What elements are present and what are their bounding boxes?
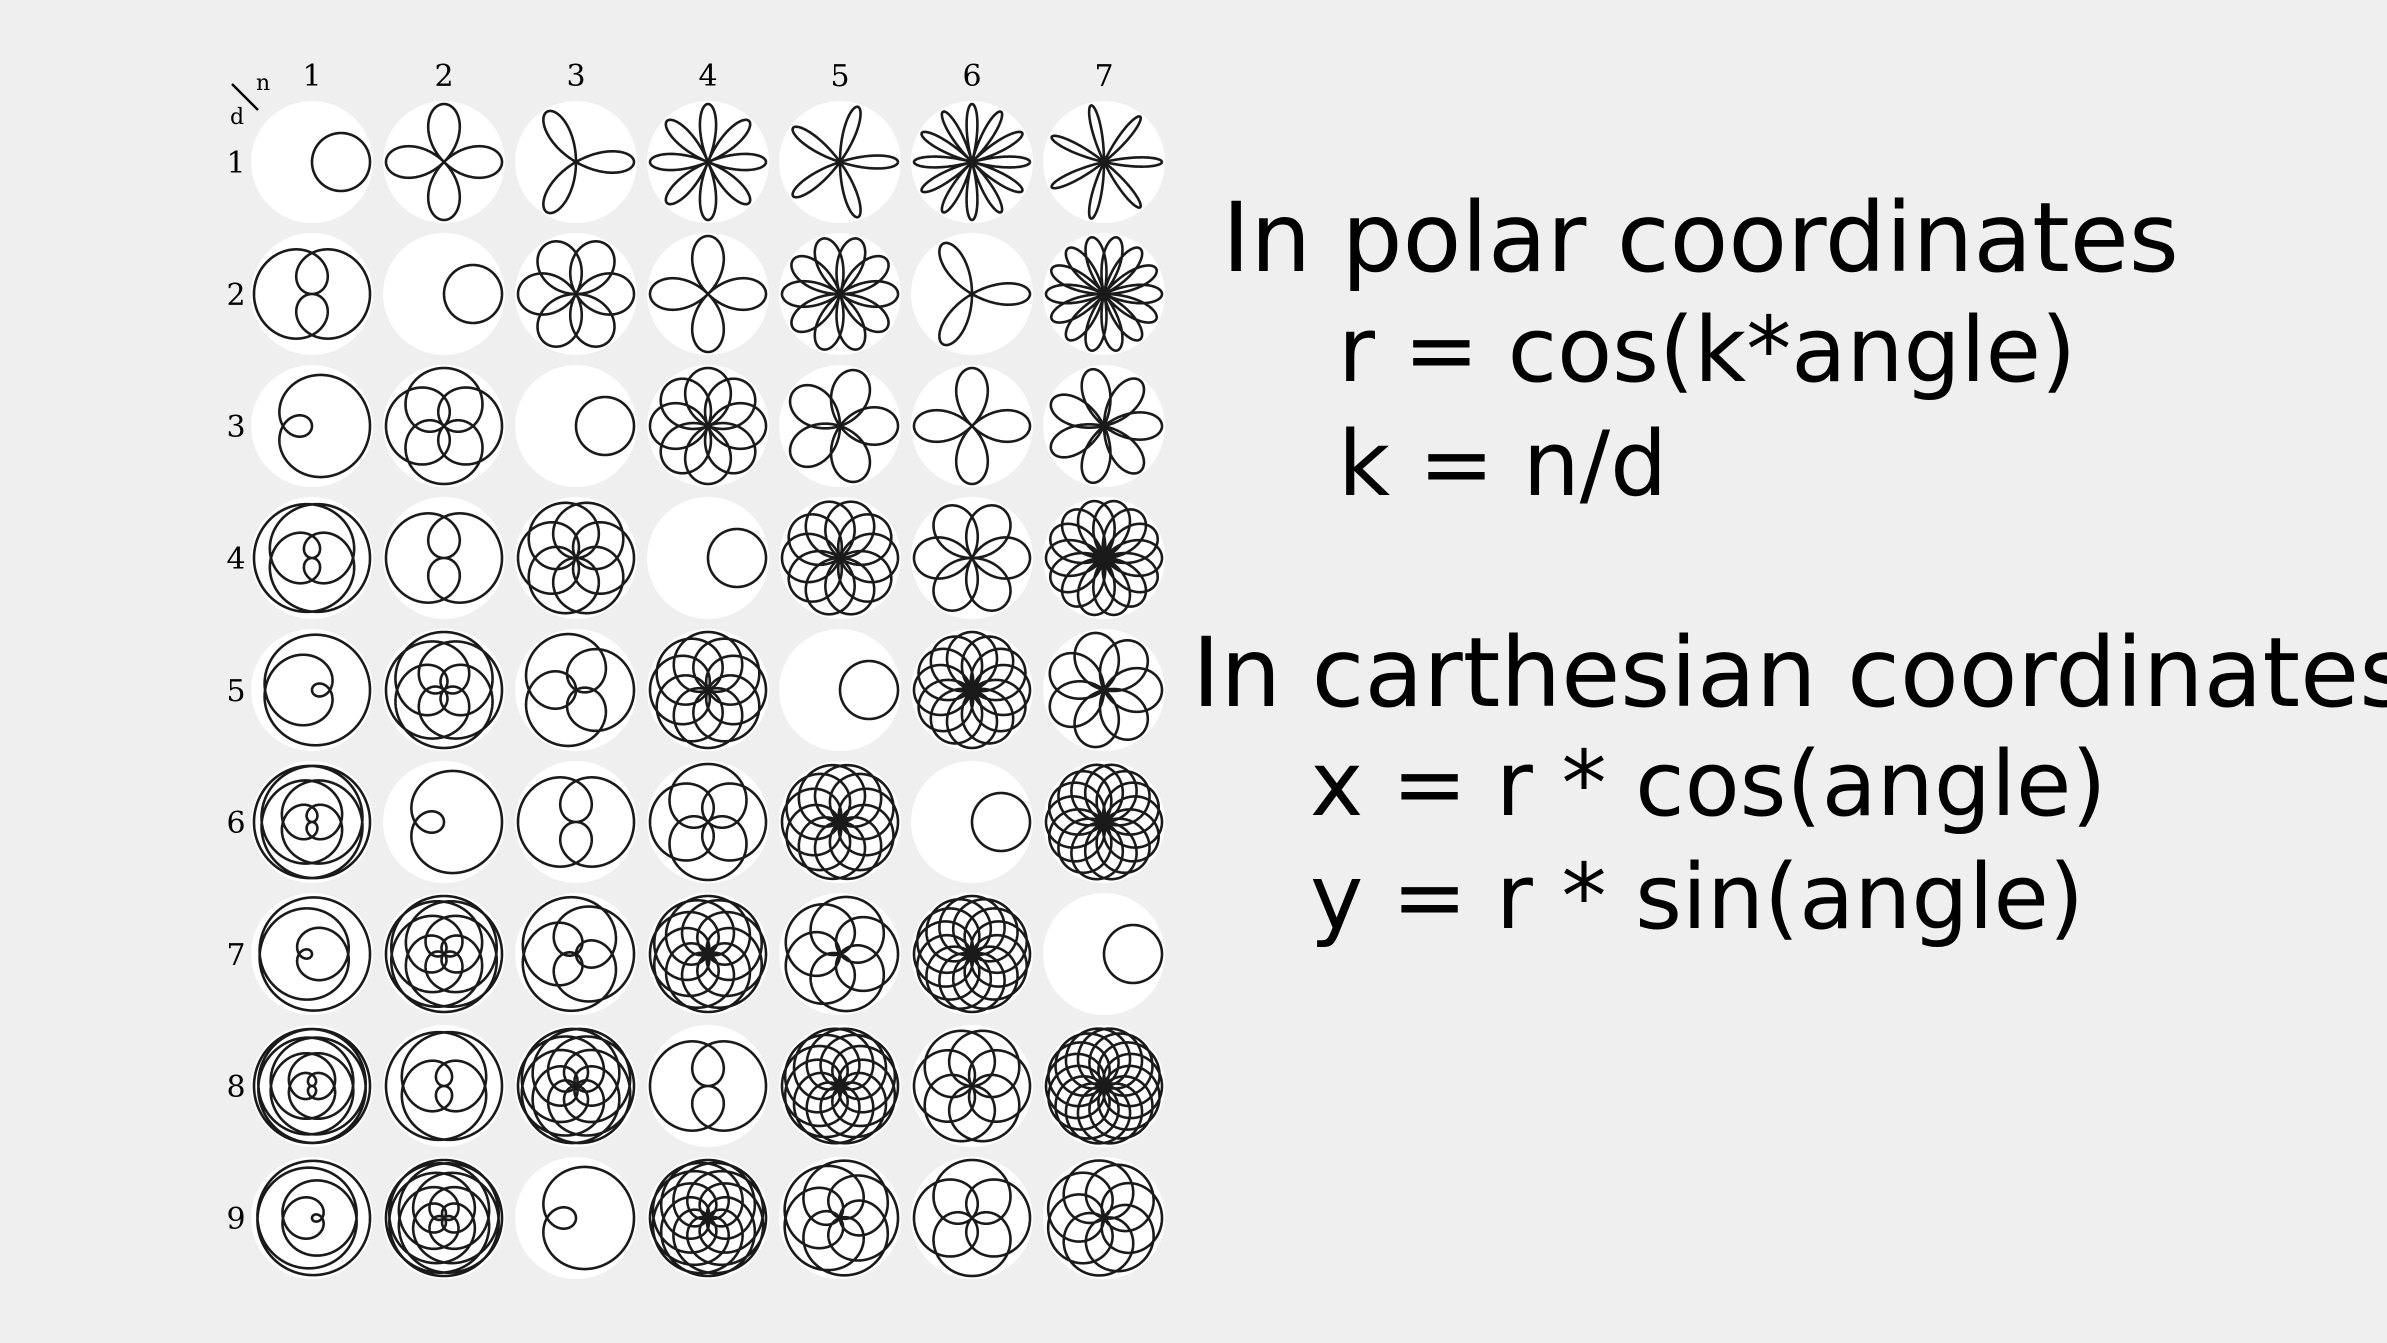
rose-curve [1044,499,1164,617]
polar-heading: In polar coordinates [1222,182,2179,294]
rose-curve [384,366,504,486]
rose-curve [263,633,372,747]
rose-curve [252,1027,372,1145]
n-label: 5 [830,59,849,94]
rose-curve [912,102,1032,222]
rose-curve [912,504,1032,612]
d-label: 3 [226,410,245,445]
rose-curve [252,764,372,880]
rose-curve [784,895,900,1013]
grid-labels: n d 1 2 3 4 5 6 7 1 2 3 4 5 6 7 8 9 [226,59,1113,1237]
rose-curve [574,395,636,457]
rose-curve [384,512,504,604]
rose-curve [1044,1027,1164,1145]
rose-curve [783,1159,900,1277]
rose-curve-grid: n d 1 2 3 4 5 6 7 1 2 3 4 5 6 7 8 9 [226,59,1165,1279]
n-label: 7 [1094,59,1113,94]
rose-curve [648,630,768,750]
polar-equation-k: k = n/d [1338,412,1668,517]
rose-curve [912,894,1032,1014]
rose-curve [938,241,1032,347]
rose-curve [780,500,900,616]
cartesian-heading: In carthesian coordinates [1192,617,2387,729]
rose-curve [780,1027,900,1145]
rose-curve [780,763,900,881]
rose-curve [1044,763,1164,881]
n-label: 3 [566,59,585,94]
rose-curve [780,237,900,351]
rose-curve [912,630,1032,750]
n-label: 1 [302,59,321,94]
rose-curve [384,630,504,750]
n-label: 6 [962,59,981,94]
rose-curve [516,1027,636,1145]
rose-curve [838,659,900,721]
cartesian-equation-y: y = r * sin(angle) [1310,845,2084,950]
rose-curve [384,1158,504,1278]
d-label: 8 [226,1070,245,1105]
rose-curve [542,1165,636,1271]
rose-curve [788,368,900,484]
rose-curve [252,502,372,614]
d-label: 7 [226,938,245,973]
rose-curve [648,234,768,354]
cartesian-equation-x: x = r * cos(angle) [1310,732,2107,837]
d-label: 5 [226,674,245,709]
rose-curve [278,373,372,479]
corner-d-label: d [230,105,244,130]
rose-curve [791,105,900,219]
rose-curve [648,1040,768,1132]
rose-curve [1048,631,1164,749]
rose-curve [1049,367,1164,485]
rose-curve [384,894,504,1014]
rose-curve [912,366,1032,486]
rose-curve [648,366,768,486]
polar-equation-r: r = cos(k*angle) [1338,298,2077,403]
rose-curve [524,632,636,748]
rose-curve [912,1029,1032,1143]
rose-curve [1046,1159,1164,1277]
d-label: 9 [226,1202,245,1237]
rose-curve [256,1159,372,1277]
rose-curve [258,896,372,1012]
d-label: 4 [226,542,245,577]
n-label: 4 [698,59,717,94]
rose-curve [648,894,768,1014]
rose-curve [310,131,372,193]
rose-cells [251,101,1165,1279]
rose-curve [648,762,768,882]
d-label: 2 [226,278,245,313]
n-label: 2 [434,59,453,94]
rose-curve [1102,923,1164,985]
rose-curve [912,1158,1032,1278]
rose-curve [384,102,504,222]
d-label: 1 [226,146,245,181]
rose-curve [970,791,1032,853]
rose-curve [706,527,768,589]
rose-curve [521,895,636,1013]
rose-curve [648,1158,768,1278]
rose-curve [384,1030,504,1142]
rose-curve [1050,104,1164,220]
corner-n-label: n [256,71,270,96]
rose-curve [542,109,636,215]
rose-curve [410,769,504,875]
d-label: 6 [226,806,245,841]
rose-curve [516,776,636,868]
rose-curve [442,263,504,325]
rose-curve [1044,236,1164,352]
rose-curve [516,240,636,348]
rose-curve [252,248,372,340]
rose-curve [516,501,636,615]
rose-curve [648,102,768,222]
corner-divider [231,83,259,111]
